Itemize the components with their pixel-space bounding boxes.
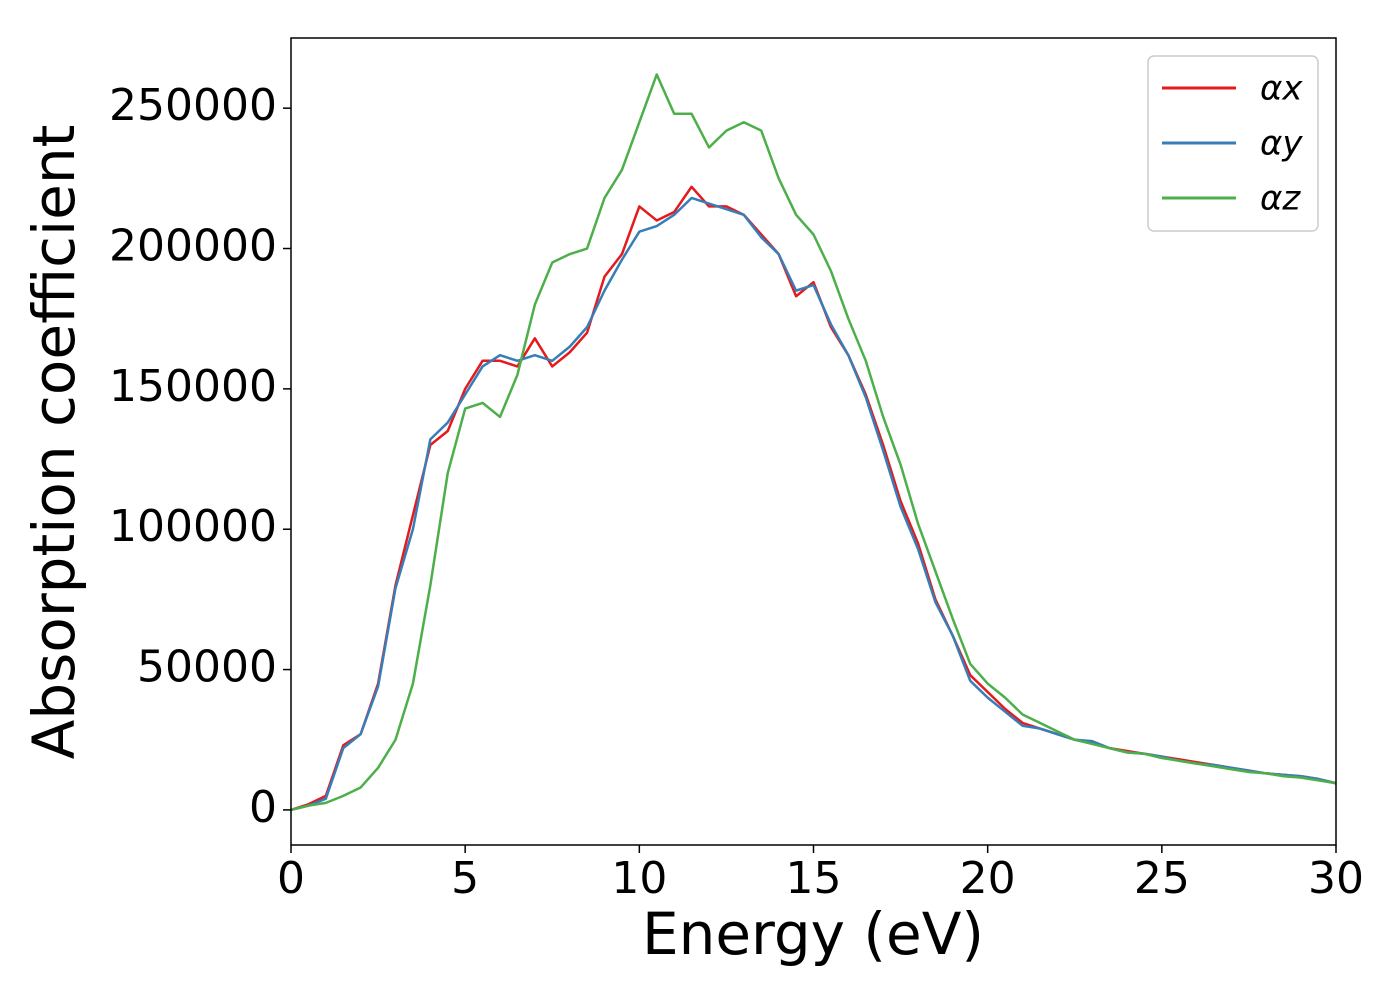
- y-axis-label: Absorption coefficient: [20, 125, 88, 760]
- x-tick-label: 10: [611, 853, 667, 904]
- series-line: [290, 185, 1337, 812]
- series-line: [290, 73, 1337, 812]
- y-tick-label: 0: [249, 782, 277, 833]
- x-tick-label: 25: [1134, 853, 1190, 904]
- x-tick-label: 15: [786, 853, 842, 904]
- legend-label: αx: [1260, 69, 1303, 109]
- y-tick-label: 50000: [137, 642, 277, 693]
- series-line: [290, 196, 1337, 812]
- x-tick-label: 30: [1308, 853, 1364, 904]
- y-tick-label: 150000: [109, 361, 277, 412]
- legend-label: αz: [1260, 179, 1301, 219]
- x-axis-label: Energy (eV): [642, 900, 984, 968]
- plot-frame: [290, 37, 1337, 846]
- x-tick-label: 20: [960, 853, 1016, 904]
- x-tick-label: 5: [451, 853, 479, 904]
- x-tick-label: 0: [277, 853, 305, 904]
- y-tick-label: 200000: [109, 221, 277, 272]
- y-tick-label: 250000: [109, 80, 277, 131]
- legend-label: αy: [1260, 124, 1303, 164]
- y-tick-label: 100000: [109, 501, 277, 552]
